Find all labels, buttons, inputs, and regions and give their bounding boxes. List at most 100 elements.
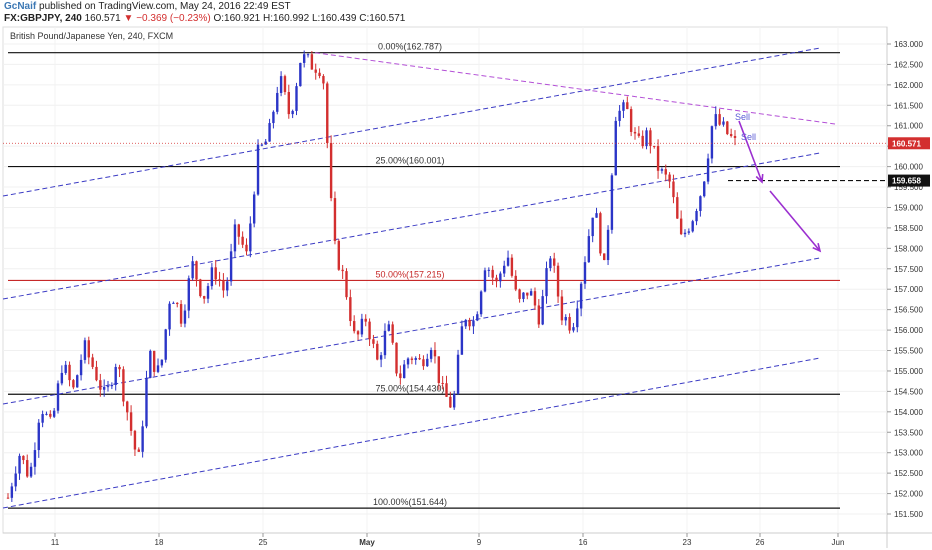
candle-body — [241, 236, 244, 245]
candle-body — [453, 393, 456, 408]
candle-body — [537, 305, 541, 325]
candle-body — [14, 473, 17, 487]
candle-body — [437, 356, 441, 383]
candle-body — [510, 257, 514, 276]
candle-body — [441, 382, 444, 384]
candle-body — [556, 265, 560, 297]
candle-body — [72, 380, 75, 388]
target-price-badge — [888, 174, 930, 187]
arrow-head-icon — [755, 173, 764, 184]
chart-header: GcNaif published on TradingView.com, May… — [0, 0, 932, 26]
time-tick-label: 11 — [51, 538, 60, 547]
candle-body — [483, 270, 487, 292]
candle-body — [472, 320, 475, 327]
candle-body — [176, 302, 179, 305]
candle-body — [414, 358, 417, 360]
candle-body — [29, 466, 33, 477]
price-tick-label: 162.000 — [894, 81, 923, 90]
candle-body — [226, 281, 229, 291]
price-tick-label: 155.000 — [894, 367, 923, 376]
candle-body — [526, 292, 529, 296]
candle-body — [429, 350, 433, 359]
candle-body — [476, 314, 479, 321]
price-tick-label: 163.000 — [894, 40, 923, 49]
candle-body — [187, 278, 190, 311]
candle-body — [445, 383, 448, 397]
sell-annotation[interactable]: Sell — [741, 132, 756, 142]
candle-body — [676, 197, 679, 219]
candle-body — [464, 319, 467, 327]
candle-body — [706, 158, 710, 182]
candle-body — [664, 169, 667, 175]
price-change: −0.369 (−0.23%) — [136, 13, 211, 24]
candle-body — [352, 321, 356, 332]
candle-body — [395, 342, 398, 374]
candle-body — [456, 354, 460, 394]
candle-body — [172, 302, 175, 304]
candle-body — [691, 221, 694, 232]
candle-body — [672, 181, 675, 198]
candle-body — [10, 486, 14, 498]
candle-body — [391, 324, 394, 343]
candle-body — [210, 267, 214, 287]
time-tick-label: 18 — [155, 538, 164, 547]
price-chart[interactable]: 151.500 152.000 152.500 153.000 153.500 154.0… — [0, 26, 932, 550]
candle-body — [249, 223, 252, 252]
price-tick-label: 155.500 — [894, 347, 923, 356]
candle-body — [649, 130, 652, 146]
price-tick-label: 161.500 — [894, 101, 923, 110]
time-axis: 11 18 25 May 9 16 23 26 Jun — [51, 533, 844, 547]
candle-body — [76, 375, 79, 388]
candle-body — [6, 497, 10, 499]
candle-body — [237, 224, 240, 237]
projection-arrow — [738, 120, 763, 183]
candle-body — [710, 126, 714, 159]
candle-body — [60, 372, 64, 384]
candle-body — [110, 384, 114, 387]
candle-body — [545, 268, 548, 297]
price-tick-label: 154.000 — [894, 408, 923, 417]
time-tick-label: May — [359, 538, 375, 547]
price-tick-label: 154.500 — [894, 387, 923, 396]
candle-body — [553, 258, 556, 266]
candle-body — [587, 236, 591, 263]
price-axis: 151.500 152.000 152.500 153.000 153.500 154.0… — [887, 40, 923, 519]
candle-body — [206, 286, 210, 299]
sell-annotation[interactable]: Sell — [735, 112, 750, 122]
candle-body — [460, 326, 464, 355]
fib-level-label: 0.00%(162.787) — [378, 42, 442, 52]
candle-body — [591, 217, 594, 237]
candle-body — [668, 174, 671, 182]
author-name[interactable]: GcNaif — [4, 1, 37, 12]
candle-body — [576, 308, 579, 328]
candle-body — [102, 387, 106, 390]
candle-body — [379, 355, 383, 360]
candle-body — [402, 364, 406, 379]
candle-body — [137, 449, 140, 452]
candle-body — [279, 76, 283, 93]
candle-body — [337, 240, 341, 270]
price-tick-label: 152.500 — [894, 469, 923, 478]
candle-body — [503, 265, 506, 274]
channel-line — [2, 152, 821, 300]
candle-body — [306, 54, 310, 56]
price-tick-label: 159.000 — [894, 203, 923, 212]
candle-body — [129, 412, 133, 431]
candle-body — [349, 297, 352, 322]
candle-body — [529, 291, 533, 296]
candle-body — [637, 133, 641, 136]
candle-body — [314, 69, 317, 73]
candle-body — [368, 321, 371, 340]
candle-body — [264, 141, 267, 145]
candle-body — [722, 121, 725, 125]
time-tick-label: 16 — [579, 538, 588, 547]
candle-body — [383, 330, 387, 356]
candle-body — [426, 358, 429, 367]
candle-body — [364, 318, 367, 322]
candle-body — [595, 213, 598, 218]
price-tick-label: 151.500 — [894, 510, 923, 519]
price-tick-label: 161.000 — [894, 122, 923, 131]
ohlc-info: FX:GBPJPY, 240 160.571 ▼ −0.369 (−0.23%)… — [4, 13, 405, 24]
candle-body — [272, 111, 275, 124]
candle-body — [491, 269, 494, 278]
